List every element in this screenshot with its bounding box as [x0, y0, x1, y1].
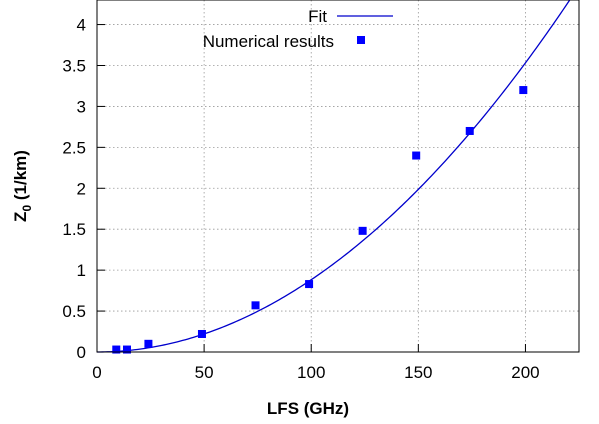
- y-tick-label: 1.5: [62, 220, 86, 239]
- data-point: [519, 86, 528, 95]
- x-tick-labels: 0 50 100 150 200: [92, 363, 539, 382]
- x-tick-label: 100: [297, 363, 325, 382]
- y-axis-label: Z0 (1/km): [11, 150, 34, 222]
- legend-label-fit: Fit: [308, 7, 327, 26]
- legend: Fit Numerical results: [203, 7, 393, 51]
- data-point: [465, 126, 474, 135]
- fit-curve: [96, 0, 571, 353]
- y-tick-label: 3: [77, 97, 86, 116]
- legend-label-numerical-results: Numerical results: [203, 32, 334, 51]
- data-points-layer: [112, 86, 528, 354]
- data-point: [197, 329, 206, 338]
- data-point: [144, 339, 153, 348]
- y-axis-label-main: Z: [11, 212, 30, 222]
- x-axis-label: LFS (GHz): [267, 399, 349, 418]
- data-point: [112, 345, 121, 354]
- data-point: [122, 345, 131, 354]
- legend-swatch-numerical-results: [357, 36, 365, 44]
- y-tick-label: 1: [77, 261, 86, 280]
- data-point: [358, 226, 367, 235]
- y-tick-label: 4: [77, 16, 86, 35]
- x-tick-label: 0: [92, 363, 101, 382]
- y-tick-labels: 0 0.5 1 1.5 2 2.5 3 3.5 4: [62, 16, 86, 362]
- y-tick-label: 0: [77, 343, 86, 362]
- fit-curve-layer: [96, 0, 571, 353]
- y-tick-label: 3.5: [62, 56, 86, 75]
- y-tick-label: 2: [77, 179, 86, 198]
- x-tick-label: 200: [511, 363, 539, 382]
- y-axis-label-unit: (1/km): [11, 150, 30, 205]
- data-point: [305, 280, 314, 289]
- x-tick-label: 150: [404, 363, 432, 382]
- y-tick-label: 0.5: [62, 302, 86, 321]
- plot-frame: [96, 0, 580, 353]
- x-tick-label: 50: [195, 363, 214, 382]
- axis-ticks: [96, 24, 526, 353]
- y-tick-label: 2.5: [62, 138, 86, 157]
- grid: [97, 0, 579, 352]
- data-point: [251, 301, 260, 310]
- y-axis-label-subscript: 0: [20, 205, 34, 212]
- data-point: [412, 151, 421, 160]
